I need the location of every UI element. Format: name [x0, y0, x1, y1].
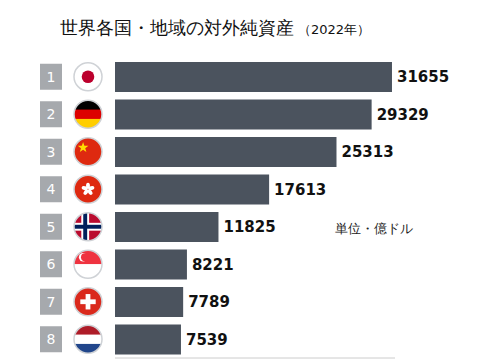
svg-text:7539: 7539 — [186, 331, 228, 349]
svg-text:1: 1 — [47, 69, 56, 85]
svg-text:3: 3 — [47, 144, 56, 160]
svg-text:17613: 17613 — [274, 181, 326, 199]
svg-text:31655: 31655 — [397, 68, 449, 86]
svg-text:11825: 11825 — [223, 218, 275, 236]
svg-text:6: 6 — [47, 256, 56, 272]
svg-text:2: 2 — [47, 106, 56, 122]
html-text:単位・億ドル: 単位・億ドル — [335, 221, 413, 236]
svg-text:5: 5 — [47, 219, 56, 235]
svg-text:4: 4 — [47, 181, 56, 197]
svg-text:8: 8 — [47, 331, 56, 347]
svg-text:8221: 8221 — [192, 256, 234, 274]
svg-text:7: 7 — [47, 294, 56, 310]
svg-text:7789: 7789 — [188, 293, 230, 311]
html-text:世界各国・地域の対外純資産 （2022年）: 世界各国・地域の対外純資産 （2022年） — [60, 17, 371, 38]
svg-text:29329: 29329 — [377, 106, 429, 124]
svg-text:25313: 25313 — [341, 143, 393, 161]
